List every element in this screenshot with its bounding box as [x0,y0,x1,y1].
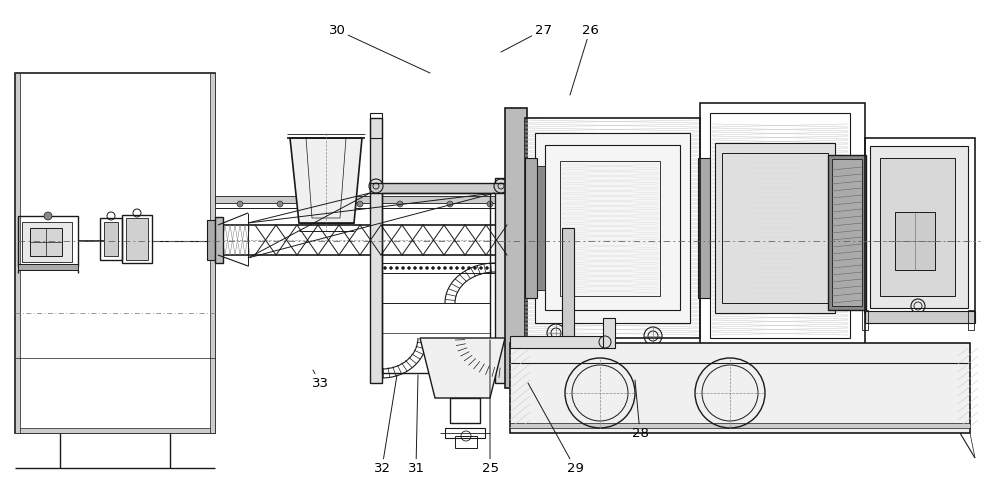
Bar [445,428,485,438]
Bar [15,74,215,433]
Text: 25: 25 [482,340,499,474]
Bar [603,318,615,348]
Bar [100,219,122,261]
Circle shape [426,267,429,270]
Bar [126,219,148,261]
Bar [865,311,975,324]
Text: 29: 29 [528,383,583,474]
Bar [215,197,505,203]
Circle shape [317,202,323,207]
Bar [880,159,955,296]
Bar [104,223,118,257]
Bar [828,156,866,310]
Polygon shape [290,139,362,224]
Bar [525,119,700,338]
Bar [370,183,507,194]
Circle shape [44,213,52,221]
Circle shape [396,267,399,270]
Bar [455,436,477,448]
Bar [865,139,975,313]
Circle shape [456,267,459,270]
Circle shape [438,267,441,270]
Bar [722,154,828,304]
Bar [545,146,680,310]
Bar [18,264,78,270]
Circle shape [486,267,489,270]
Bar [382,194,490,373]
Circle shape [237,202,243,207]
Circle shape [390,267,393,270]
Circle shape [384,267,387,270]
Text: 31: 31 [408,375,425,474]
Circle shape [468,267,471,270]
Bar [510,343,970,433]
Bar [18,217,78,266]
Circle shape [487,202,493,207]
Bar [370,119,382,383]
Circle shape [462,267,465,270]
Bar [370,114,382,139]
Circle shape [474,267,477,270]
Bar [450,398,480,423]
Text: 26: 26 [570,24,598,96]
Bar [510,336,605,348]
Bar [215,218,223,264]
Bar [207,221,215,261]
Text: 30: 30 [329,24,430,74]
Bar [22,223,72,263]
Circle shape [444,267,447,270]
Bar [710,114,850,338]
Bar [715,143,835,313]
Text: 33: 33 [312,370,329,390]
Bar [15,74,20,433]
Circle shape [277,202,283,207]
Circle shape [420,267,423,270]
Circle shape [408,267,411,270]
Circle shape [432,267,435,270]
Circle shape [357,202,363,207]
Bar [968,310,974,330]
Bar [537,167,545,290]
Bar [698,159,710,298]
Bar [895,213,935,270]
Bar [210,74,215,433]
Bar [560,162,660,296]
Bar [510,423,970,428]
Bar [547,338,562,388]
Bar [30,228,62,257]
Bar [525,159,537,298]
Bar [870,147,968,308]
Bar [562,228,574,388]
Bar [495,179,507,383]
Circle shape [450,267,453,270]
Circle shape [447,202,453,207]
Bar [505,109,527,388]
Bar [832,160,862,306]
Bar [700,104,865,348]
Text: 32: 32 [374,375,397,474]
Text: 27: 27 [501,24,552,53]
Bar [122,216,152,264]
Circle shape [402,267,405,270]
Circle shape [414,267,417,270]
Text: 28: 28 [632,380,648,440]
Circle shape [480,267,483,270]
Bar [862,310,868,330]
Bar [535,134,690,324]
Bar [15,428,215,433]
Polygon shape [420,338,505,398]
Circle shape [397,202,403,207]
